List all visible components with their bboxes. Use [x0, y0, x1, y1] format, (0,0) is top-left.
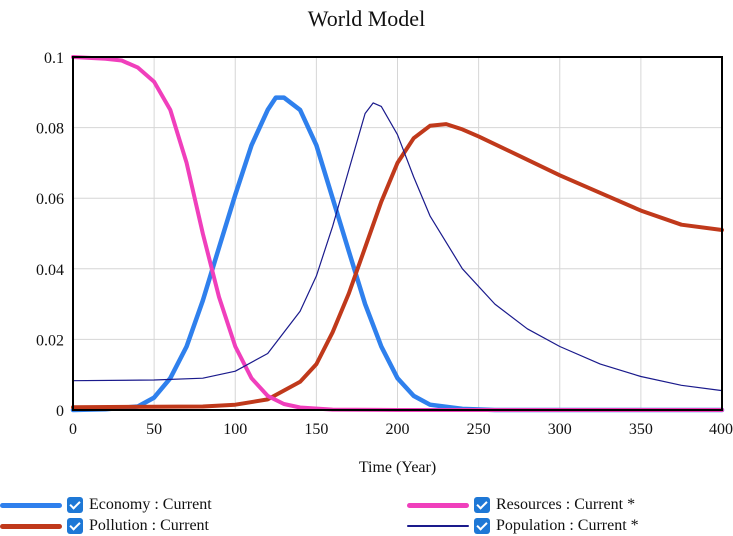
checkbox-checked-icon[interactable] — [474, 497, 490, 513]
legend-item-resources[interactable]: Resources : Current * — [407, 495, 635, 515]
series-line-resources — [71, 55, 724, 412]
legend-label-pollution: Pollution : Current — [89, 517, 209, 534]
checkbox-checked-icon[interactable] — [67, 518, 83, 534]
x-tick-label: 400 — [709, 421, 733, 438]
checkbox-checked-icon[interactable] — [474, 518, 490, 534]
x-tick-label: 250 — [467, 421, 491, 438]
legend-swatch-economy — [0, 502, 62, 508]
legend: Economy : Current Pollution : Current Re… — [0, 491, 733, 536]
x-tick-label: 50 — [146, 421, 162, 438]
legend-swatch-population — [407, 525, 469, 527]
x-tick-label: 150 — [304, 421, 328, 438]
x-tick-label: 200 — [386, 421, 410, 438]
x-axis-title: Time (Year) — [359, 459, 436, 476]
legend-label-economy: Economy : Current — [89, 496, 212, 513]
series-line-pollution — [71, 122, 724, 410]
y-tick-label: 0.02 — [36, 332, 64, 349]
series-line-economy — [70, 95, 725, 413]
y-tick-label: 0 — [56, 403, 64, 420]
plot-frame — [72, 56, 723, 411]
y-tick-label: 0.08 — [36, 121, 64, 138]
legend-item-population[interactable]: Population : Current * — [407, 516, 639, 536]
legend-swatch-resources — [407, 502, 469, 508]
x-tick-label: 300 — [548, 421, 572, 438]
checkbox-checked-icon[interactable] — [67, 497, 83, 513]
y-tick-label: 0.1 — [44, 50, 64, 67]
x-tick-label: 350 — [629, 421, 653, 438]
y-tick-label: 0.04 — [36, 262, 64, 279]
y-tick-label: 0.06 — [36, 191, 64, 208]
series-lines — [70, 55, 725, 413]
legend-swatch-pollution — [0, 523, 62, 529]
legend-item-economy[interactable]: Economy : Current — [0, 495, 212, 515]
x-tick-label: 100 — [223, 421, 247, 438]
line-chart: 0 50 100 150 200 250 300 350 400 0 0.02 0.04 0.06 0.0… — [36, 50, 733, 476]
legend-label-population: Population : Current * — [496, 517, 639, 534]
chart-title: World Model — [307, 6, 426, 31]
legend-label-resources: Resources : Current * — [496, 496, 636, 513]
series-line-population — [72, 102, 723, 392]
tick-labels: 0 50 100 150 200 250 300 350 400 0 0.02 0.04 0.06 0.0… — [36, 50, 733, 438]
x-tick-label: 0 — [69, 421, 77, 438]
legend-item-pollution[interactable]: Pollution : Current — [0, 516, 209, 536]
